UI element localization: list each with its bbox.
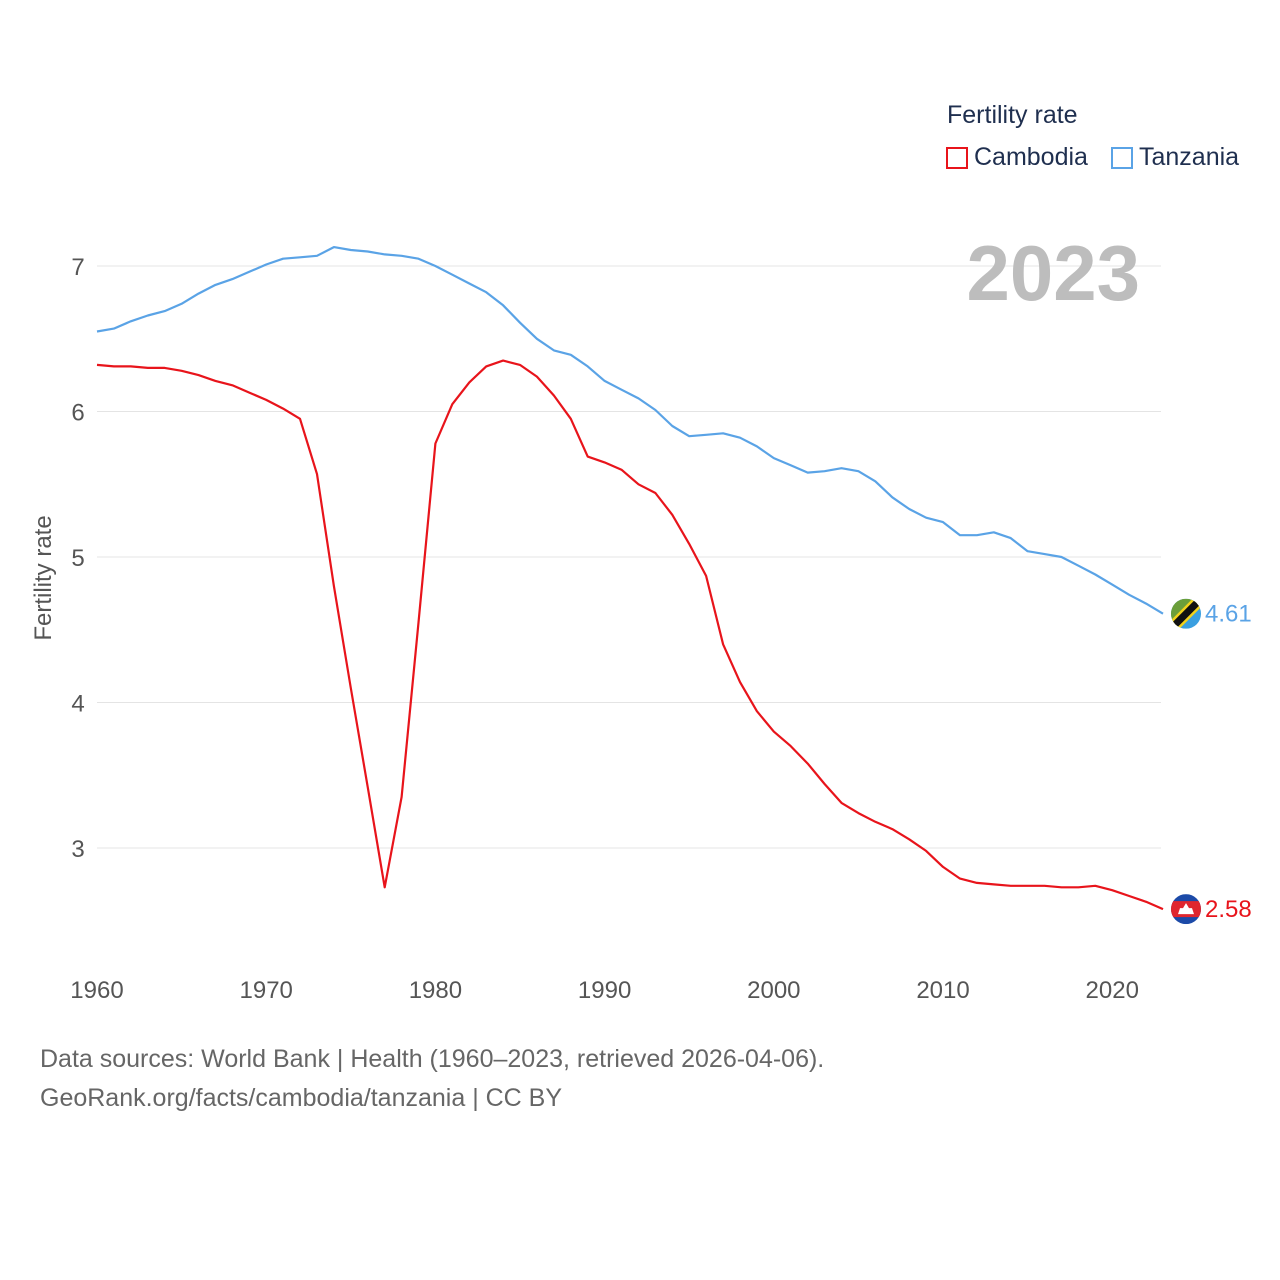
grid-lines bbox=[97, 265, 1161, 849]
y-tick-label-7: 7 bbox=[71, 254, 84, 281]
x-tick-label-2000: 2000 bbox=[747, 977, 800, 1004]
x-tick-label-1980: 1980 bbox=[409, 977, 462, 1004]
cambodia-flag-icon bbox=[1171, 894, 1201, 925]
y-axis-ticks: 3 4 5 6 7 bbox=[71, 254, 84, 863]
legend-label-tanzania: Tanzania bbox=[1139, 143, 1240, 171]
x-tick-label-2020: 2020 bbox=[1086, 977, 1139, 1004]
y-tick-label-6: 6 bbox=[71, 400, 84, 427]
end-label-cambodia: 2.58 bbox=[1205, 896, 1252, 923]
footer-attribution[interactable]: GeoRank.org/facts/cambodia/tanzania | CC… bbox=[40, 1084, 563, 1112]
x-tick-label-1960: 1960 bbox=[70, 977, 123, 1004]
legend-item-cambodia[interactable]: Cambodia bbox=[946, 143, 1088, 172]
year-watermark: 2023 bbox=[966, 229, 1140, 317]
end-marker-tanzania: 4.61 bbox=[1171, 598, 1252, 629]
legend-item-tanzania[interactable]: Tanzania bbox=[1111, 143, 1239, 172]
legend-title: Fertility rate bbox=[947, 101, 1078, 129]
y-tick-label-4: 4 bbox=[71, 691, 84, 718]
tanzania-flag-icon bbox=[1171, 598, 1201, 629]
y-axis-label: Fertility rate bbox=[30, 515, 57, 640]
legend-swatch-tanzania bbox=[1111, 146, 1133, 169]
x-tick-label-2010: 2010 bbox=[916, 977, 969, 1004]
legend-label-cambodia: Cambodia bbox=[974, 143, 1088, 171]
y-tick-label-3: 3 bbox=[71, 836, 84, 863]
y-tick-label-5: 5 bbox=[71, 545, 84, 572]
footer-sources: Data sources: World Bank | Health (1960–… bbox=[40, 1045, 825, 1073]
end-markers: 2.58 4.61 bbox=[1171, 598, 1252, 925]
legend-swatch-cambodia bbox=[946, 146, 968, 169]
end-label-tanzania: 4.61 bbox=[1205, 601, 1252, 628]
x-tick-label-1970: 1970 bbox=[240, 977, 293, 1004]
series-line-cambodia bbox=[96, 359, 1164, 911]
x-tick-label-1990: 1990 bbox=[578, 977, 631, 1004]
series-line-tanzania bbox=[96, 246, 1164, 615]
x-axis-ticks: 1960 1970 1980 1990 2000 2010 2020 bbox=[70, 977, 1139, 1004]
series-lines bbox=[96, 246, 1164, 911]
end-marker-cambodia: 2.58 bbox=[1171, 894, 1252, 925]
